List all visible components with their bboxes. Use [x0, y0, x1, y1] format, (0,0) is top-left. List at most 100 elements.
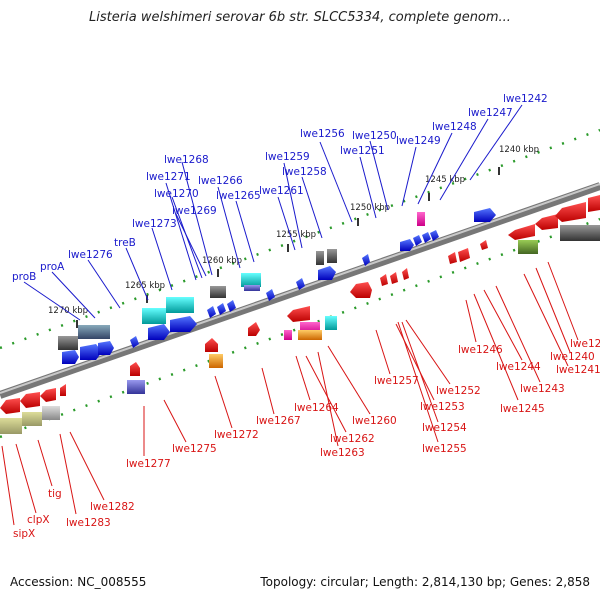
gene-label[interactable]: lwe1255 — [422, 443, 467, 455]
gene-label[interactable]: lwe1253 — [420, 401, 465, 413]
gene-feature[interactable] — [78, 325, 110, 339]
gene-feature[interactable] — [227, 300, 236, 312]
gene-label[interactable]: lwe1254 — [422, 422, 467, 434]
gene-label[interactable]: lwe1260 — [352, 415, 397, 427]
gene-label[interactable]: lwe1252 — [436, 385, 481, 397]
gene-label[interactable]: treB — [114, 237, 136, 249]
gene-label[interactable]: clpX — [27, 514, 50, 526]
gene-feature[interactable] — [458, 248, 470, 262]
gene-label[interactable]: lwe1282 — [90, 501, 135, 513]
gene-label[interactable]: lwe1242 — [503, 93, 548, 105]
gene-feature[interactable] — [518, 240, 538, 254]
gene-label[interactable]: proA — [40, 261, 65, 273]
gene-label[interactable]: lwe1244 — [496, 361, 541, 373]
gene-label[interactable]: lwe1262 — [330, 433, 375, 445]
gene-feature[interactable] — [248, 322, 260, 336]
gene-label[interactable]: lwe1267 — [256, 415, 301, 427]
gene-feature[interactable] — [296, 278, 305, 290]
gene-feature[interactable] — [284, 330, 292, 340]
gene-feature[interactable] — [80, 344, 102, 360]
gene-label[interactable]: lwe1248 — [432, 121, 477, 133]
gene-label[interactable]: lwe1275 — [172, 443, 217, 455]
gene-label[interactable]: lwe1264 — [294, 402, 339, 414]
gene-label[interactable]: lwe1276 — [68, 249, 113, 261]
gene-feature[interactable] — [390, 272, 398, 284]
gene-feature[interactable] — [327, 249, 337, 263]
gene-label[interactable]: lwe1268 — [164, 154, 209, 166]
gene-label[interactable]: lwe1269 — [172, 205, 217, 217]
gene-feature[interactable] — [22, 412, 42, 426]
gene-feature[interactable] — [207, 306, 216, 318]
gene-label[interactable]: lwe1249 — [396, 135, 441, 147]
gene-label[interactable]: lwe1256 — [300, 128, 345, 140]
gene-feature[interactable] — [127, 380, 145, 394]
gene-feature[interactable] — [210, 286, 226, 298]
gene-feature[interactable] — [560, 225, 600, 241]
gene-feature[interactable] — [148, 324, 170, 340]
gene-feature[interactable] — [142, 308, 166, 324]
gene-feature[interactable] — [266, 289, 275, 301]
gene-label[interactable]: lwe1259 — [265, 151, 310, 163]
gene-label[interactable]: lwe1243 — [520, 383, 565, 395]
gene-feature[interactable] — [62, 350, 79, 364]
gene-label[interactable]: lwe1283 — [66, 517, 111, 529]
gene-label[interactable]: lwe1240 — [550, 351, 595, 363]
gene-feature[interactable] — [60, 384, 66, 396]
gene-label[interactable]: lwe1258 — [282, 166, 327, 178]
gene-label[interactable]: tig — [48, 488, 62, 500]
gene-feature[interactable] — [287, 306, 310, 322]
gene-feature[interactable] — [555, 202, 586, 222]
gene-label[interactable]: lwe1270 — [154, 188, 199, 200]
gene-label[interactable]: lwe1245 — [500, 403, 545, 415]
gene-label[interactable]: lwe1277 — [126, 458, 171, 470]
gene-feature[interactable] — [325, 316, 337, 330]
gene-label[interactable]: proB — [12, 271, 36, 283]
gene-feature[interactable] — [217, 303, 226, 315]
gene-label[interactable]: lwe1251 — [340, 145, 385, 157]
gene-feature[interactable] — [298, 330, 322, 340]
gene-label[interactable]: lwe1272 — [214, 429, 259, 441]
gene-feature[interactable] — [42, 406, 60, 420]
gene-feature[interactable] — [205, 338, 218, 352]
gene-feature[interactable] — [400, 239, 414, 251]
gene-label[interactable]: lwe1257 — [374, 375, 419, 387]
gene-feature[interactable] — [0, 418, 22, 434]
gene-feature[interactable] — [130, 336, 139, 348]
gene-feature[interactable] — [170, 316, 197, 332]
gene-feature[interactable] — [448, 252, 457, 264]
gene-feature[interactable] — [40, 388, 56, 402]
gene-label[interactable]: lwe1246 — [458, 344, 503, 356]
gene-label[interactable]: lwe1241 — [556, 364, 600, 376]
gene-feature[interactable] — [0, 398, 20, 414]
gene-label[interactable]: sipX — [13, 528, 35, 540]
gene-feature[interactable] — [98, 341, 114, 355]
gene-label[interactable]: lwe1261 — [259, 185, 304, 197]
gene-feature[interactable] — [588, 195, 600, 212]
gene-feature[interactable] — [380, 274, 388, 286]
gene-feature[interactable] — [318, 266, 336, 280]
gene-label[interactable]: lwe1250 — [352, 130, 397, 142]
gene-feature[interactable] — [20, 392, 40, 408]
gene-feature[interactable] — [422, 232, 431, 243]
gene-label[interactable]: lwe1273 — [132, 218, 177, 230]
gene-feature[interactable] — [480, 240, 488, 250]
gene-feature[interactable] — [130, 362, 140, 376]
gene-feature[interactable] — [535, 214, 558, 230]
gene-feature[interactable] — [413, 235, 422, 246]
gene-label[interactable]: lwe1247 — [468, 107, 513, 119]
gene-feature[interactable] — [166, 297, 194, 313]
gene-feature[interactable] — [362, 254, 370, 266]
gene-feature[interactable] — [474, 208, 496, 222]
gene-feature[interactable] — [209, 354, 223, 368]
gene-feature[interactable] — [417, 212, 425, 226]
gene-label[interactable]: lwe1263 — [320, 447, 365, 459]
gene-feature[interactable] — [350, 282, 372, 298]
gene-feature[interactable] — [241, 273, 261, 287]
gene-feature[interactable] — [244, 285, 260, 291]
gene-feature[interactable] — [316, 251, 324, 265]
gene-label[interactable]: lwe1271 — [146, 171, 191, 183]
gene-feature[interactable] — [402, 268, 409, 280]
gene-label[interactable]: lwe1266 — [198, 175, 243, 187]
gene-label[interactable]: lwe1239 — [570, 338, 600, 350]
gene-feature[interactable] — [58, 336, 78, 350]
